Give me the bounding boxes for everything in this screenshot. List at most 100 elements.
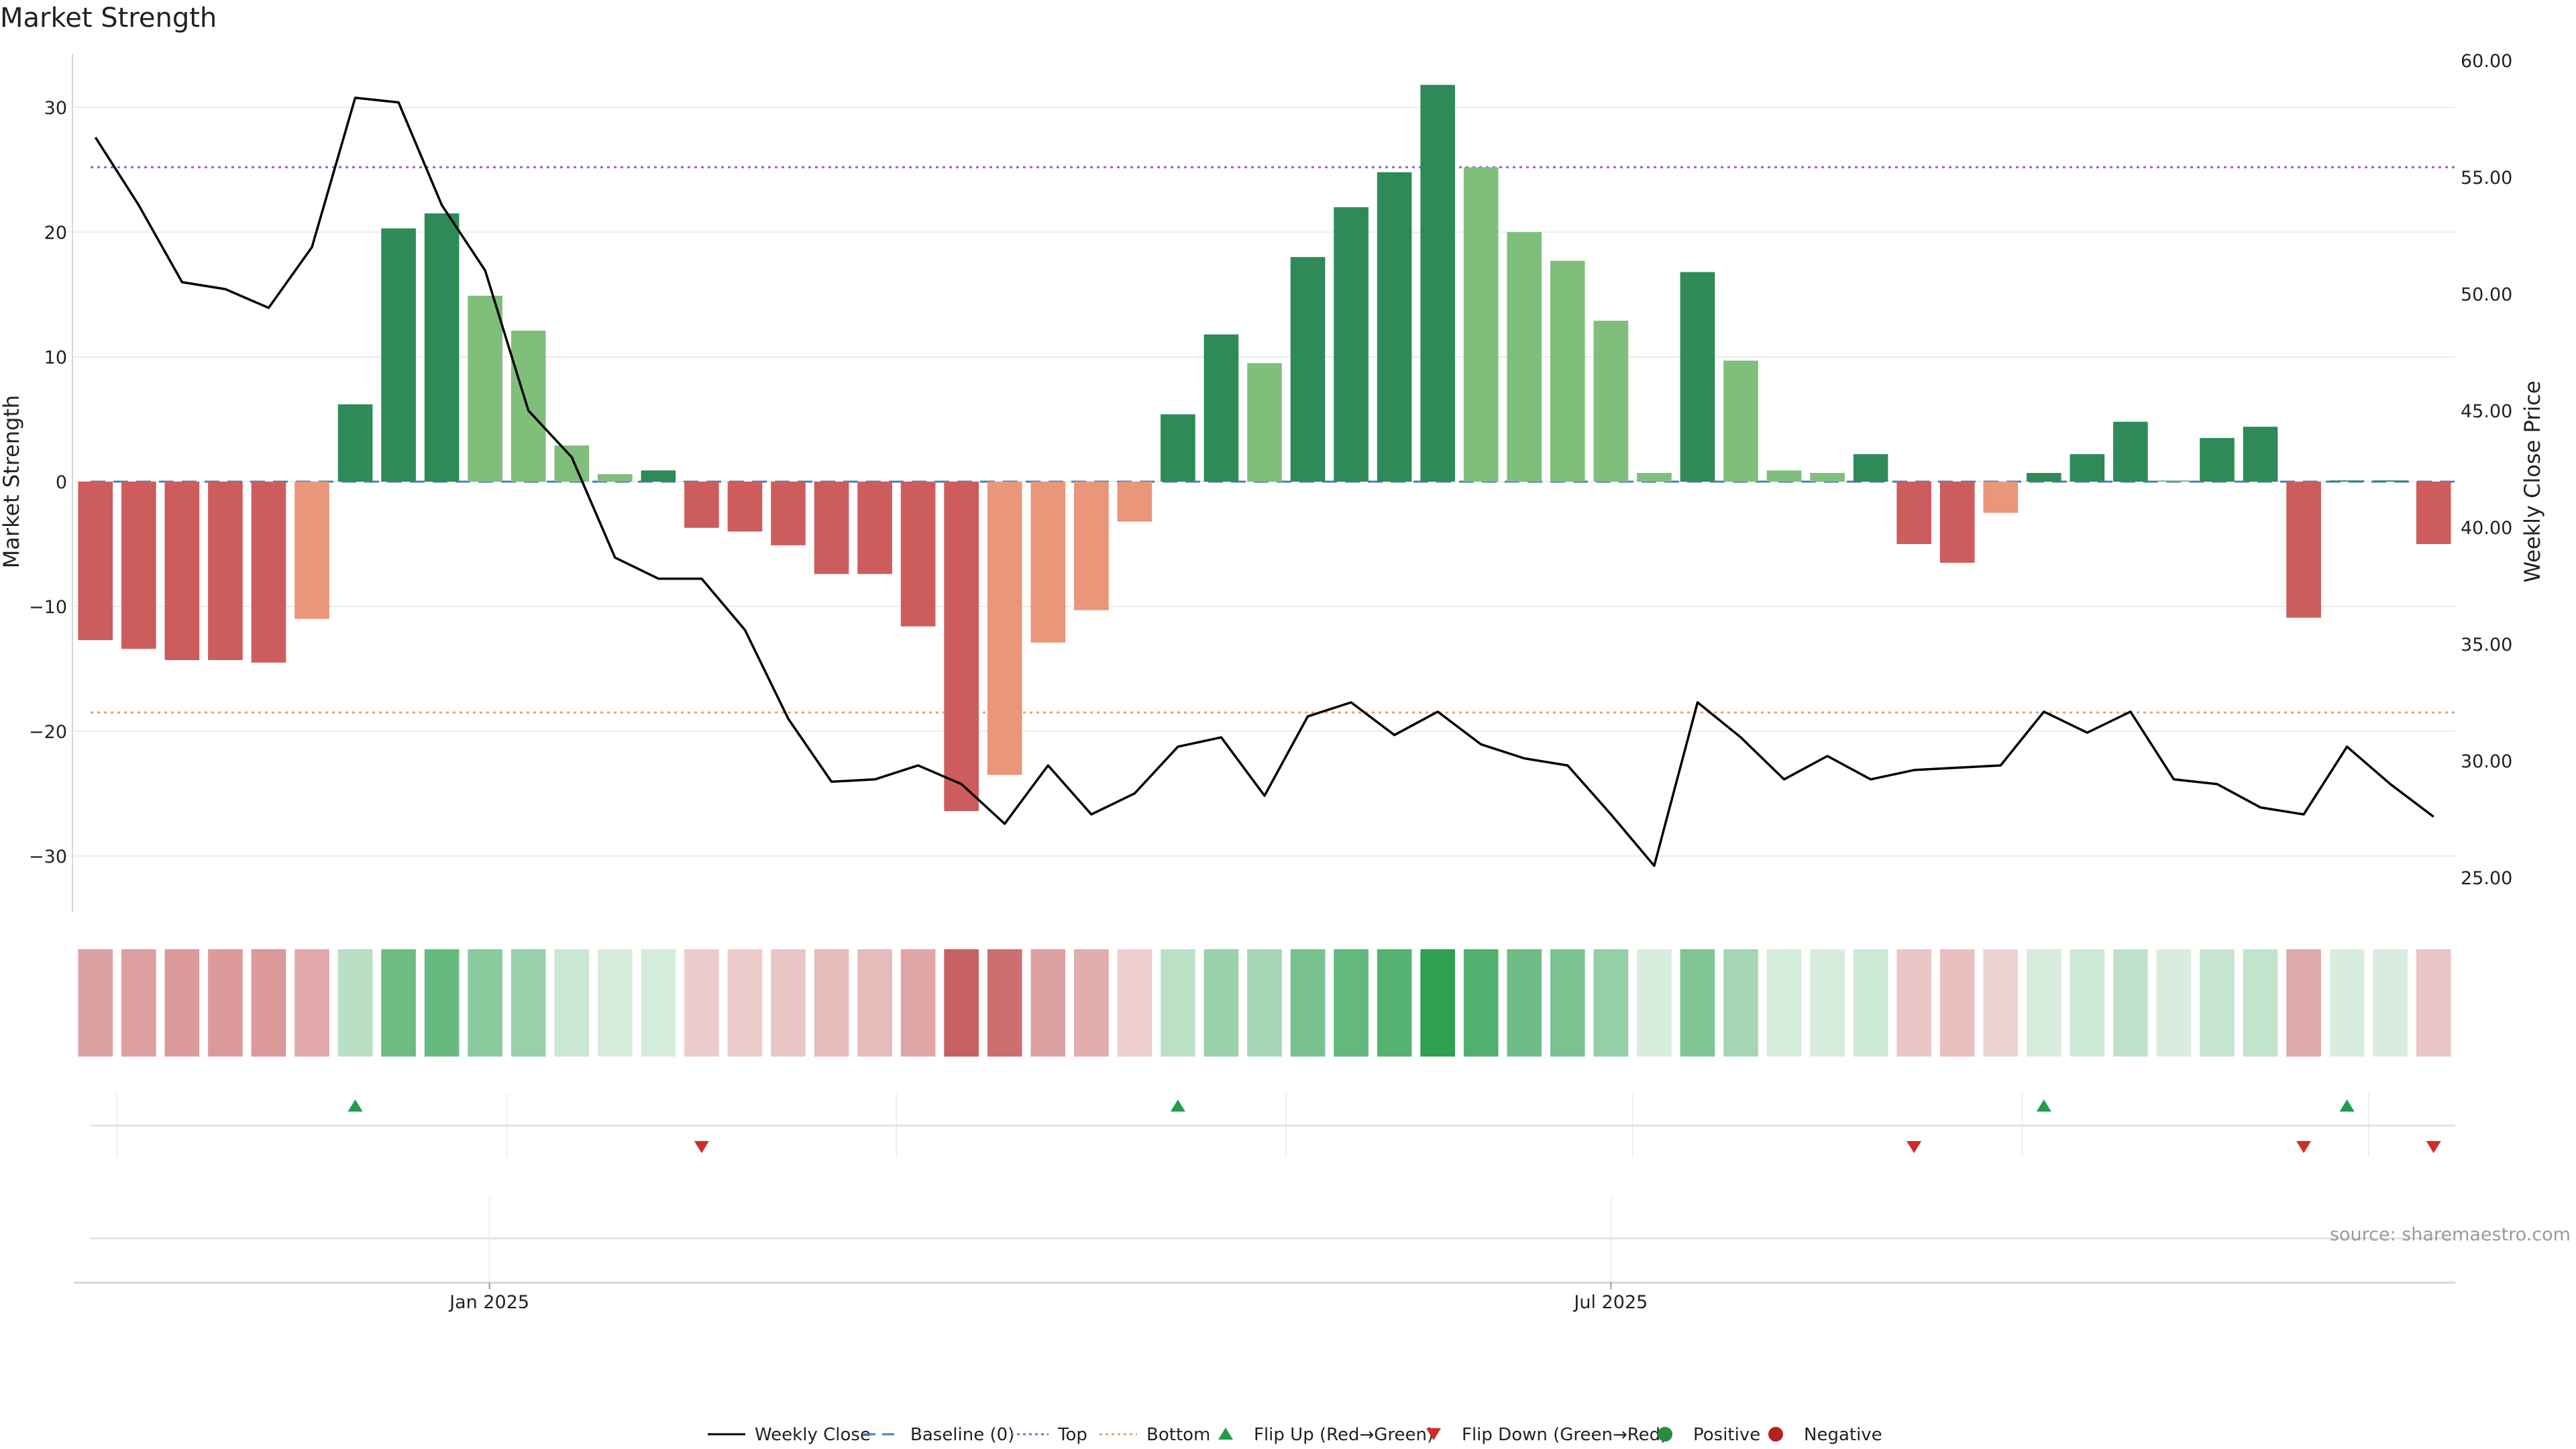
legend-swatch [1658,1427,1672,1442]
strength-bar [208,482,243,660]
strength-bar [1939,482,1975,563]
legend-swatch [1218,1428,1233,1440]
strength-bar [1074,482,1109,610]
y-tick-label: −20 [29,722,67,743]
weekly-close-line [94,96,2434,867]
strength-bar [1896,482,1931,544]
strength-bar [1334,207,1368,482]
strength-bar [1550,260,1585,482]
heat-cell [1723,949,1758,1057]
y2-tick-label: 60.00 [2461,51,2512,72]
heat-cell [857,949,892,1057]
heat-cell [2243,949,2278,1057]
strength-bar [814,482,849,574]
heat-cell [1853,949,1888,1057]
heat-cell [1074,949,1109,1057]
heat-cell [1161,949,1195,1057]
heat-cell [1247,949,1282,1057]
heat-cell [1939,949,1975,1057]
strength-bar [1983,482,2019,513]
strength-bar [944,482,979,812]
heat-cell [641,949,676,1057]
heat-cell [2027,949,2061,1057]
heat-cell [1377,949,1412,1057]
y2-tick-label: 40.00 [2461,518,2512,539]
axes: 30 20 10 0 −10 −20 −30 60.00 55.00 50.00 45.00 40.0… [29,51,2512,1313]
y-tick-label: 30 [44,98,67,119]
strength-bar [1507,232,1542,482]
strength-bar [1723,360,1758,482]
y-axis-title: Market Strength [0,395,24,569]
heat-cell [1203,949,1239,1057]
strength-bars [78,85,2451,812]
y-tick-label: 20 [44,223,67,244]
strength-bar [2329,480,2365,482]
chart-title: Market Strength [0,3,217,34]
strength-bar [771,482,806,545]
y-tick-label: −10 [29,597,67,618]
heat-cell [424,949,460,1057]
heat-cell [337,949,373,1057]
strength-bar [121,482,156,649]
heat-cell [2329,949,2365,1057]
strength-bar [2113,421,2148,482]
strength-bar [1810,472,1845,482]
heat-cell [2286,949,2321,1057]
source-note: source: sharemaestro.com [2330,1224,2571,1245]
heat-cell [900,949,936,1057]
legend-label: Flip Down (Green→Red) [1462,1425,1667,1445]
heat-cell [554,949,590,1057]
y2-tick-label: 45.00 [2461,401,2512,422]
x-tick-label: Jul 2025 [1572,1292,1648,1313]
legend-item: Negative [1768,1425,1882,1445]
strength-bar [1853,454,1888,482]
legend: Weekly Close Baseline (0) Top Bottom Flip Up… [708,1425,1882,1445]
strength-bar [987,482,1022,775]
heat-cell [1420,949,1455,1057]
heat-cell [164,949,200,1057]
strength-heat-strip [78,949,2451,1057]
heat-cell [1680,949,1715,1057]
legend-label: Weekly Close [755,1425,871,1445]
strength-bar [1766,470,1802,482]
strength-bar [1203,334,1239,482]
legend-swatch [1768,1427,1783,1442]
heat-cell [468,949,502,1057]
strength-bar [251,482,286,663]
legend-label: Baseline (0) [910,1425,1014,1445]
flip-up-marker [2339,1099,2355,1112]
heat-cell [1334,949,1368,1057]
strength-bar [727,482,763,532]
strength-bar [78,482,113,641]
strength-bar [684,482,719,528]
heat-cell [381,949,416,1057]
heat-cell [1117,949,1152,1057]
strength-bar [2286,482,2321,618]
flip-markers-panel [91,1093,2455,1240]
strength-bar [1117,482,1152,522]
heat-cell [78,949,113,1057]
flip-down-marker [2426,1141,2441,1153]
strength-bar [900,482,936,627]
heat-cell [727,949,763,1057]
strength-bar [2200,437,2235,482]
flip-down-marker [2296,1141,2312,1153]
flip-up-marker [347,1099,363,1112]
heat-cell [771,949,806,1057]
heat-cell [684,949,719,1057]
heat-cell [1637,949,1672,1057]
x-tick-label: Jan 2025 [448,1292,529,1313]
heat-cell [1810,949,1845,1057]
y2-tick-label: 25.00 [2461,868,2512,889]
strength-bar [511,330,546,482]
heat-cell [1983,949,2019,1057]
strength-bar [1680,272,1715,482]
weekly-close-polyline [94,96,2434,867]
heat-cell [1030,949,1066,1057]
heat-cell [294,949,329,1057]
y-tick-label: 10 [44,347,67,368]
legend-label: Flip Up (Red→Green) [1254,1425,1434,1445]
heat-cell [208,949,243,1057]
heat-cell [2113,949,2148,1057]
strength-bar [468,295,502,482]
